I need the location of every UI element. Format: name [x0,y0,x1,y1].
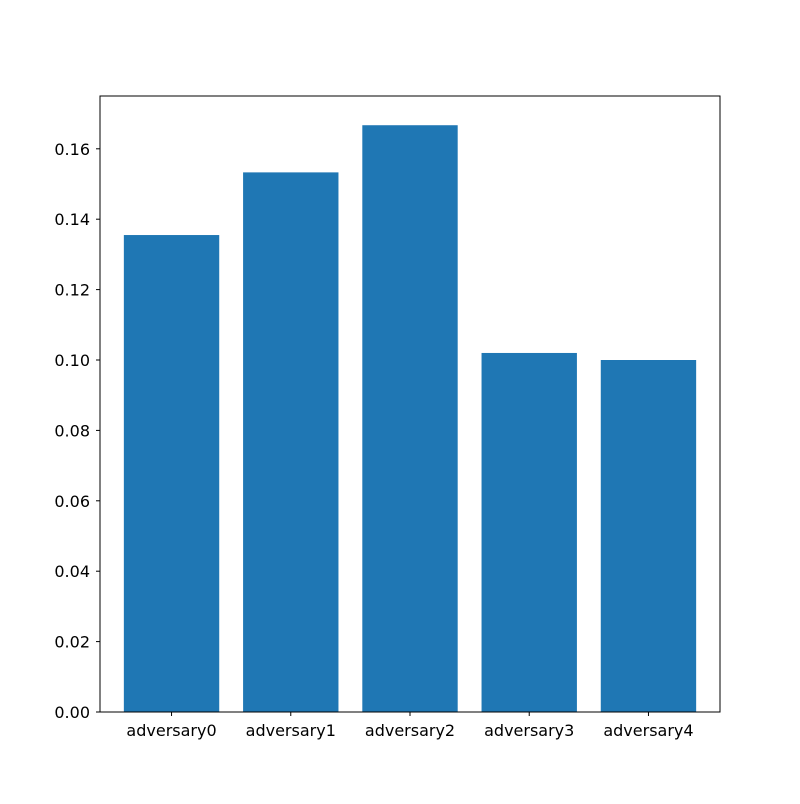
bar-adversary1 [243,172,339,712]
y-tick-label: 0.06 [54,492,90,511]
x-tick-label: adversary2 [365,721,455,740]
y-axis: 0.00 0.02 0.04 0.06 0.08 0.10 0.12 0.14 0.16 [54,140,100,722]
x-tick-label: adversary4 [603,721,693,740]
x-tick-label: adversary0 [126,721,216,740]
bars-layer [123,125,697,713]
x-tick-label: adversary1 [246,721,336,740]
x-axis: adversary0 adversary1 adversary2 adversary3… [126,712,694,740]
y-tick-label: 0.16 [54,140,90,159]
y-tick-label: 0.00 [54,703,90,722]
y-tick-label: 0.10 [54,351,90,370]
bar-adversary0 [123,235,220,713]
bar-adversary3 [481,352,577,712]
plot-frame [99,95,721,713]
y-tick-label: 0.04 [54,562,90,581]
y-tick-label: 0.14 [54,210,90,229]
y-tick-label: 0.08 [54,421,90,440]
bar-adversary4 [600,360,697,712]
bar-adversary2 [362,125,458,713]
y-tick-label: 0.02 [54,633,90,652]
y-tick-label: 0.12 [54,281,90,300]
x-tick-label: adversary3 [484,721,574,740]
